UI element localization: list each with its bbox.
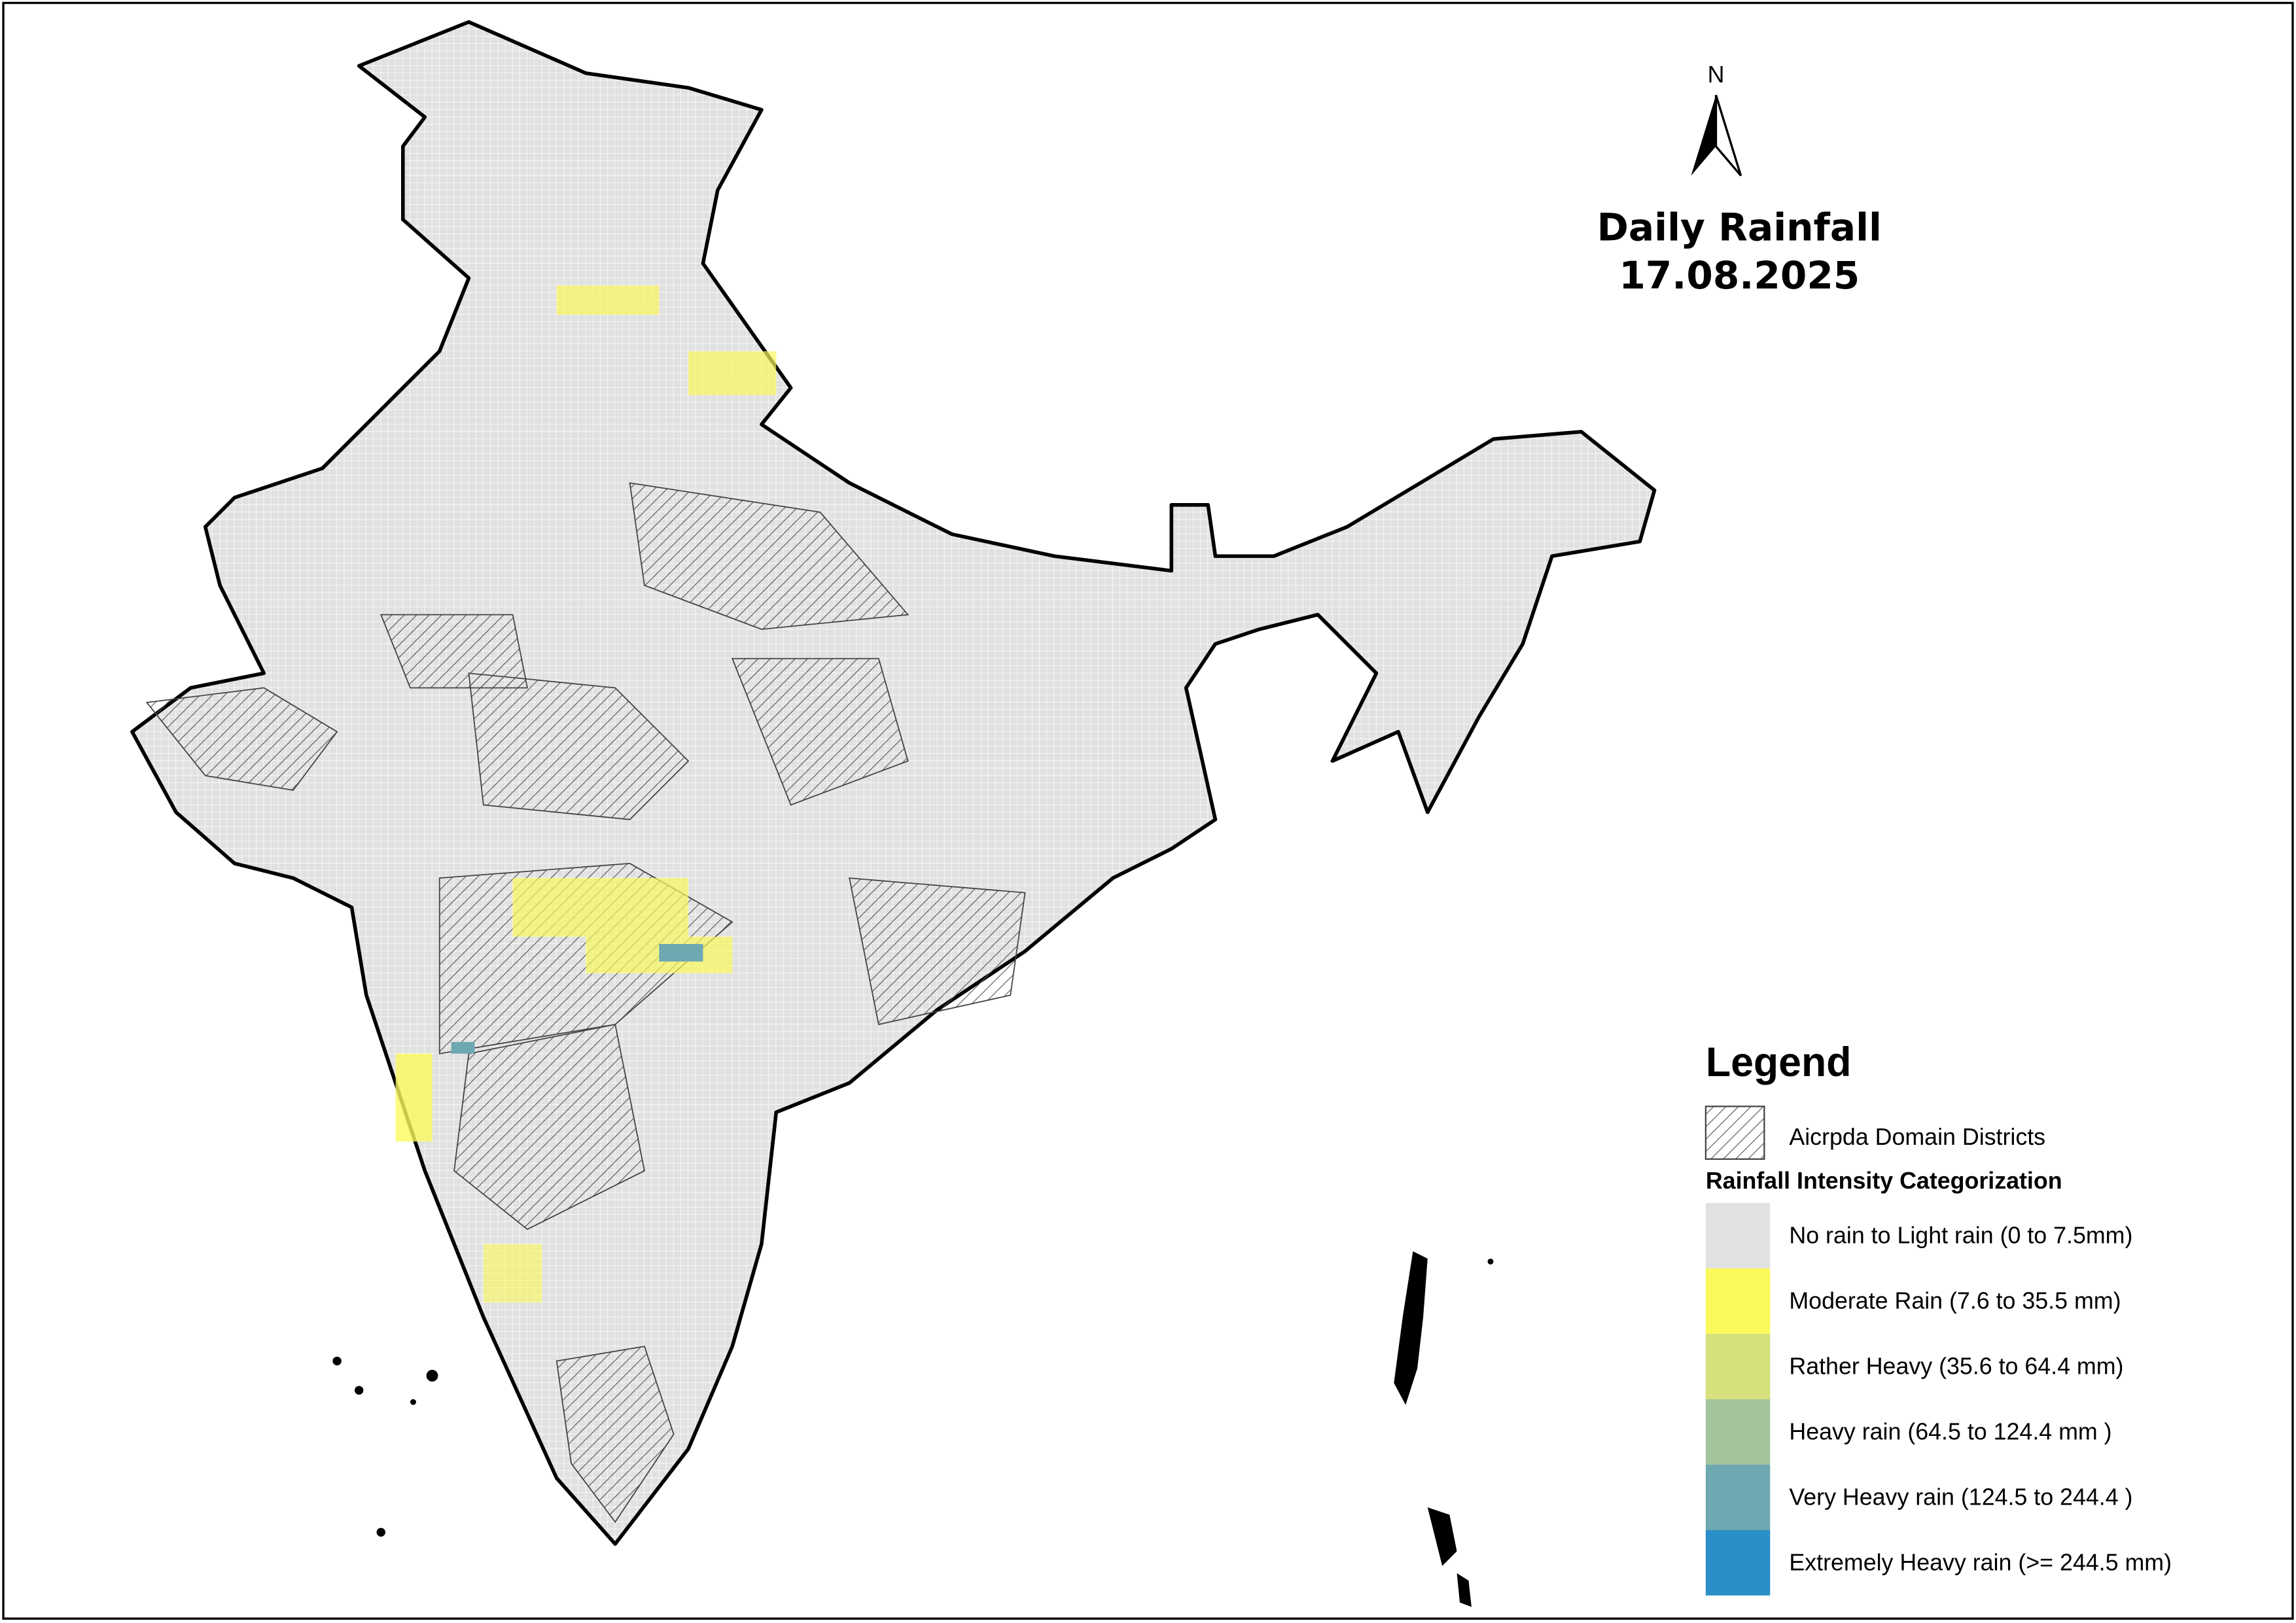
category-swatch <box>1705 1464 1771 1530</box>
rain-cell <box>556 285 660 315</box>
hatched-district <box>453 1023 645 1230</box>
domain-label: Aicrpda Domain Districts <box>1789 1124 2045 1150</box>
rain-cell <box>659 943 703 962</box>
island <box>1487 1258 1494 1265</box>
category-label: Rather Heavy (35.6 to 64.4 mm) <box>1789 1353 2123 1380</box>
rain-cell <box>688 351 777 396</box>
rain-cell <box>483 1244 542 1303</box>
category-title: Rainfall Intensity Categorization <box>1706 1168 2062 1194</box>
north-arrow-left <box>1691 95 1716 176</box>
hatched-district <box>468 672 690 820</box>
rain-cell <box>451 1041 475 1054</box>
category-label: Extremely Heavy rain (>= 244.5 mm) <box>1789 1550 2172 1576</box>
island <box>354 1386 364 1395</box>
rain-cells <box>395 285 777 1303</box>
map-date: 17.08.2025 <box>1619 253 1860 298</box>
category-swatch <box>1705 1202 1771 1268</box>
india-map <box>130 20 1657 1607</box>
rain-cell <box>512 878 689 937</box>
country-outline <box>130 20 1657 1546</box>
domain-districts <box>145 482 1026 1524</box>
category-swatch <box>1705 1268 1771 1334</box>
islands <box>332 1251 1494 1607</box>
category-label: Moderate Rain (7.6 to 35.5 mm) <box>1789 1288 2121 1314</box>
north-label: N <box>1708 61 1725 88</box>
category-label: Heavy rain (64.5 to 124.4 mm ) <box>1789 1419 2111 1445</box>
north-arrow-right <box>1714 94 1742 177</box>
island <box>1394 1251 1428 1405</box>
category-swatch <box>1705 1529 1771 1596</box>
island <box>410 1399 416 1405</box>
legend: Legend Aicrpda Domain Districts Rainfall… <box>1704 1039 2172 1596</box>
rain-cell <box>395 1053 433 1142</box>
legend-title: Legend <box>1706 1039 1852 1085</box>
map-title: Daily Rainfall <box>1597 205 1882 249</box>
island <box>376 1527 385 1537</box>
north-arrow: N <box>1691 61 1742 177</box>
category-label: No rain to Light rain (0 to 7.5mm) <box>1789 1223 2132 1249</box>
hatched-district <box>629 482 910 630</box>
hatched-district <box>380 614 529 689</box>
island <box>426 1369 438 1382</box>
hatched-district <box>145 687 338 792</box>
category-swatch <box>1705 1333 1771 1399</box>
hatched-district <box>731 657 909 806</box>
island <box>1427 1507 1457 1566</box>
hatched-district <box>556 1346 675 1524</box>
island <box>1457 1573 1472 1607</box>
category-label: Very Heavy rain (124.5 to 244.4 ) <box>1789 1484 2132 1510</box>
domain-swatch <box>1704 1106 1765 1160</box>
island <box>332 1356 342 1366</box>
category-swatch <box>1705 1399 1771 1465</box>
hatched-district <box>849 877 1026 1026</box>
